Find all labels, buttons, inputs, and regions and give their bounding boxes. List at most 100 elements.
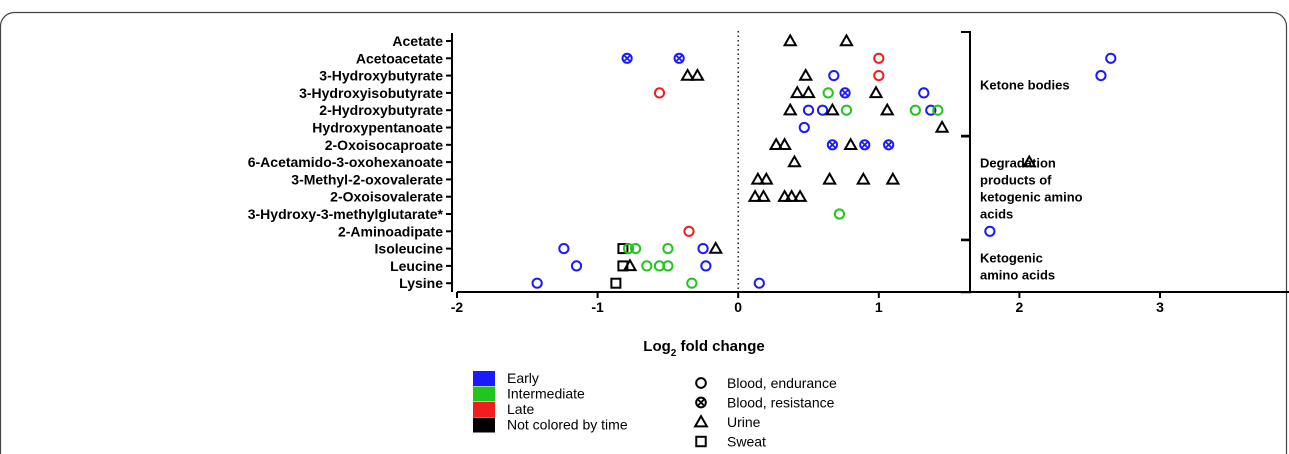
group-label-line: acids (980, 207, 1013, 222)
data-point-urine (825, 102, 840, 116)
marker-circle (662, 243, 674, 255)
data-point-urine (747, 189, 763, 202)
marker-circle (873, 52, 885, 64)
data-point-urine (622, 258, 638, 272)
data-point-urine (750, 171, 766, 185)
marker-circle (984, 225, 996, 237)
group-bracket (961, 134, 971, 242)
panel-border (0, 11, 1288, 454)
legend-shape-icon (695, 396, 707, 409)
data-point-urine (792, 189, 808, 202)
marker-triangle (798, 67, 814, 81)
marker-triangle (747, 189, 763, 202)
category-label: Hydroxypentanoate (312, 120, 443, 136)
marker-triangle (879, 102, 895, 116)
group-label-line: products of (980, 173, 1052, 188)
group-brackets: Ketone bodies Degradation products of ketog… (961, 31, 1083, 294)
marker-circle (653, 87, 666, 99)
x-axis-title-main: Log (643, 338, 671, 355)
data-point-blood-endurance (683, 225, 695, 237)
x-tick-label: 0 (734, 299, 742, 315)
data-point-urine (777, 137, 792, 150)
data-point-blood-resistance (859, 139, 871, 151)
data-point-urine (777, 189, 792, 202)
data-point-urine (768, 137, 784, 150)
data-point-urine (784, 189, 799, 202)
category-label: 2-Oxoisovalerate (330, 189, 443, 205)
data-point-blood-endurance (531, 277, 543, 289)
marker-triangle (868, 85, 884, 99)
marker-circle (828, 70, 840, 82)
marker-triangle (843, 137, 859, 150)
category-label: 2-Aminoadipate (338, 223, 443, 239)
marker-circle (695, 396, 707, 409)
marker-circle (622, 243, 635, 255)
group-bracket (961, 238, 971, 294)
data-point-blood-endurance (833, 208, 846, 220)
data-point-blood-endurance (641, 260, 653, 272)
marker-circle (883, 139, 895, 151)
marker-circle (558, 243, 570, 255)
data-point-blood-endurance (1105, 52, 1117, 64)
data-point-blood-endurance (932, 104, 944, 116)
marker-triangle (825, 102, 840, 116)
legend-color-swatch (473, 371, 495, 386)
legend-shape-label: Blood, endurance (727, 375, 837, 391)
category-labels: AcetateAcetoacetate3-Hydroxybutyrate3-Hy… (248, 33, 452, 291)
marker-cross (828, 141, 837, 149)
axes: -2-1012345 (451, 31, 1289, 315)
data-point-blood-endurance (570, 260, 583, 272)
marker-triangle (622, 258, 638, 272)
marker-circle (686, 277, 698, 289)
marker-circle (833, 208, 846, 220)
data-point-blood-endurance (629, 243, 642, 255)
legend-color-swatch (473, 402, 495, 417)
data-point-blood-resistance (673, 52, 685, 64)
marker-triangle (690, 67, 705, 81)
marker-triangle (792, 189, 808, 202)
data-point-urine (839, 33, 854, 47)
data-point-blood-endurance (984, 225, 996, 237)
marker-cross (884, 141, 893, 149)
data-point-blood-endurance (822, 87, 834, 99)
data-point-urine (782, 102, 798, 116)
marker-circle (816, 104, 829, 116)
data-point-urine (1021, 154, 1037, 168)
data-point-blood-endurance (840, 104, 853, 116)
category-label: Lysine (399, 275, 443, 291)
x-tick-label: -2 (451, 299, 464, 315)
data-point-blood-resistance (883, 139, 895, 151)
data-point-urine (822, 171, 837, 185)
marker-triangle (693, 414, 709, 428)
group-label: Ketogenic amino acids (980, 250, 1055, 282)
marker-circle (629, 243, 642, 255)
data-point-blood-endurance (925, 104, 937, 116)
marker-circle (802, 104, 815, 116)
marker-triangle (756, 189, 771, 202)
marker-circle (697, 243, 709, 255)
marker-circle (918, 87, 930, 99)
x-tick-label: -1 (591, 299, 604, 315)
group-bracket (961, 31, 971, 138)
data-point-blood-endurance (686, 277, 698, 289)
data-point-blood-endurance (653, 87, 666, 99)
group-label: Degradation products of ketogenic amino aci… (980, 156, 1083, 222)
data-point-urine (787, 154, 802, 168)
marker-circle (570, 260, 583, 272)
data-point-blood-resistance (839, 87, 851, 99)
category-label: Acetate (392, 33, 443, 49)
marker-triangle (680, 67, 695, 81)
marker-triangle (782, 33, 798, 47)
group-label-line: Ketone bodies (980, 77, 1070, 92)
data-point-sweat (617, 243, 629, 255)
marker-square (610, 277, 622, 289)
data-point-blood-endurance (753, 277, 765, 289)
marker-circle (1095, 70, 1107, 82)
marker-circle (695, 377, 707, 389)
marker-cross (697, 398, 705, 407)
marker-circle (822, 87, 834, 99)
marker-circle (753, 277, 765, 289)
marker-square (617, 243, 629, 255)
category-label: Acetoacetate (356, 50, 443, 66)
